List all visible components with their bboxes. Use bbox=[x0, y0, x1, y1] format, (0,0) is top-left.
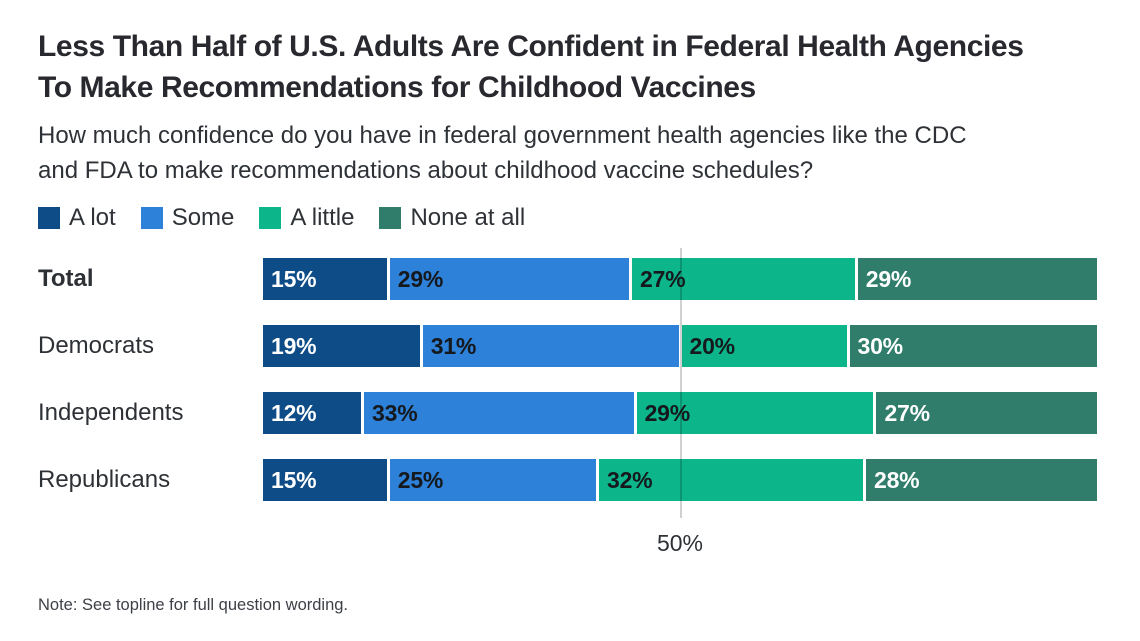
title-line-2: To Make Recommendations for Childhood Va… bbox=[38, 71, 756, 104]
bar-segment-a-lot: 12% bbox=[263, 392, 362, 434]
chart-row-independents: Independents 12% 33% 29% 27% bbox=[38, 392, 1097, 434]
legend: A lot Some A little None at all bbox=[38, 204, 1097, 232]
bar-value-label: 30% bbox=[857, 332, 904, 359]
chart-row-total: Total 15% 29% 27% 29% bbox=[38, 258, 1097, 300]
bar-segment-some: 25% bbox=[389, 459, 596, 501]
bar-track: 19% 31% 20% 30% bbox=[263, 325, 1097, 367]
bar-value-label: 20% bbox=[689, 332, 736, 359]
chart-row-democrats: Democrats 19% 31% 20% 30% bbox=[38, 325, 1097, 367]
category-label-independents: Independents bbox=[38, 399, 184, 426]
chart-subtitle: How much confidence do you have in feder… bbox=[38, 118, 1097, 188]
legend-item-some: Some bbox=[140, 204, 235, 232]
subtitle-line-1: How much confidence do you have in feder… bbox=[38, 122, 967, 149]
bar-value-label: 31% bbox=[430, 332, 477, 359]
bar-value-label: 33% bbox=[372, 399, 418, 426]
bar-value-label: 12% bbox=[271, 399, 317, 426]
legend-label: None at all bbox=[410, 204, 526, 231]
bar-track: 15% 29% 27% 29% bbox=[263, 258, 1097, 300]
legend-item-none-at-all: None at all bbox=[379, 204, 525, 232]
bar-segment-a-little: 32% bbox=[599, 459, 863, 501]
category-label-total: Total bbox=[38, 265, 94, 292]
bar-value-label: 32% bbox=[607, 466, 653, 493]
bar-value-label: 25% bbox=[397, 466, 444, 493]
legend-item-a-little: A little bbox=[259, 204, 354, 232]
bar-segment-none-at-all: 28% bbox=[866, 459, 1097, 501]
bar-value-label: 29% bbox=[644, 399, 691, 426]
legend-label: A little bbox=[290, 204, 355, 231]
category-label-republicans: Republicans bbox=[38, 466, 171, 493]
bar-segment-some: 29% bbox=[389, 258, 629, 300]
bar-segment-a-lot: 19% bbox=[263, 325, 420, 367]
legend-swatch-a-lot bbox=[38, 207, 60, 229]
bar-segment-none-at-all: 30% bbox=[849, 325, 1097, 367]
bar-segment-none-at-all: 29% bbox=[857, 258, 1097, 300]
bar-segment-a-little: 29% bbox=[636, 392, 874, 434]
chart-rows: Total 15% 29% 27% 29% Democrats 19% 31% 20% 30% In… bbox=[38, 248, 1097, 518]
bar-segment-a-lot: 15% bbox=[263, 459, 387, 501]
legend-label: Some bbox=[171, 204, 235, 231]
bar-value-label: 27% bbox=[884, 399, 930, 426]
category-label-democrats: Democrats bbox=[38, 332, 155, 359]
chart-area: Total 15% 29% 27% 29% Democrats 19% 31% 20% 30% In… bbox=[38, 248, 1097, 558]
bar-segment-a-little: 27% bbox=[632, 258, 855, 300]
bar-segment-some: 31% bbox=[422, 325, 679, 367]
title-line-1: Less Than Half of U.S. Adults Are Confid… bbox=[38, 30, 1024, 63]
bar-value-label: 15% bbox=[271, 265, 317, 292]
bar-segment-a-little: 20% bbox=[681, 325, 847, 367]
chart-note: Note: See topline for full question word… bbox=[38, 596, 349, 614]
bar-segment-none-at-all: 27% bbox=[876, 392, 1097, 434]
legend-label: A lot bbox=[69, 204, 116, 231]
bar-value-label: 29% bbox=[397, 265, 444, 292]
legend-swatch-none-at-all bbox=[379, 207, 402, 229]
bar-value-label: 15% bbox=[271, 466, 317, 493]
axis-tick-label: 50% bbox=[656, 530, 704, 556]
bar-track: 15% 25% 32% 28% bbox=[263, 459, 1097, 501]
legend-item-a-lot: A lot bbox=[38, 204, 116, 232]
bar-value-label: 27% bbox=[640, 265, 686, 292]
bar-segment-some: 33% bbox=[364, 392, 634, 434]
bar-value-label: 19% bbox=[271, 332, 317, 359]
bar-value-label: 29% bbox=[865, 265, 912, 292]
subtitle-line-2: and FDA to make recommendations about ch… bbox=[38, 157, 814, 184]
legend-swatch-a-little bbox=[259, 207, 282, 229]
legend-swatch-some bbox=[140, 207, 163, 229]
bar-segment-a-lot: 15% bbox=[263, 258, 387, 300]
chart-row-republicans: Republicans 15% 25% 32% 28% bbox=[38, 459, 1097, 501]
chart-title: Less Than Half of U.S. Adults Are Confid… bbox=[38, 26, 1097, 108]
bar-value-label: 28% bbox=[874, 466, 920, 493]
axis-tick-row: 50% bbox=[38, 530, 1097, 558]
bar-track: 12% 33% 29% 27% bbox=[263, 392, 1097, 434]
